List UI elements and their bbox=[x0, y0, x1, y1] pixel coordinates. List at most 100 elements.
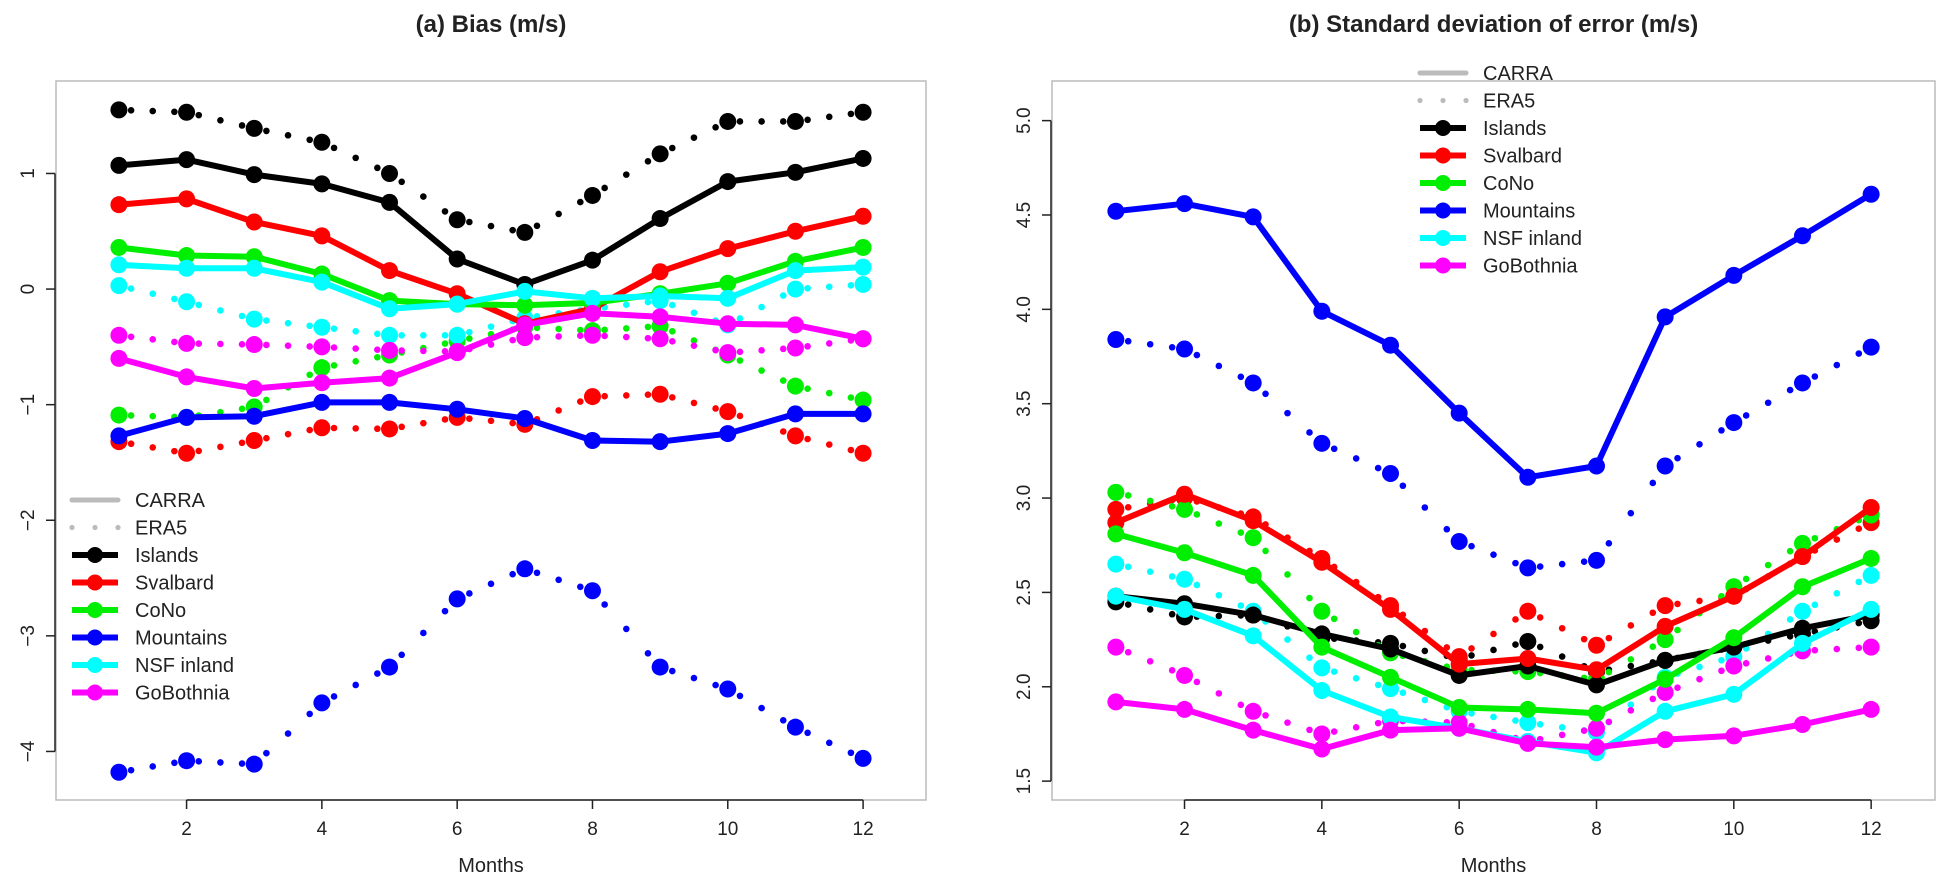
dotted-line-dot bbox=[825, 113, 833, 121]
dotted-line-dot bbox=[1443, 644, 1451, 651]
y-tick-label: 4.0 bbox=[1014, 296, 1035, 322]
dotted-line-dot bbox=[441, 332, 449, 339]
dotted-line-dot bbox=[825, 389, 833, 397]
dotted-line-dot bbox=[601, 184, 608, 192]
dotted-line-dot bbox=[1627, 662, 1635, 670]
dotted-line-dot bbox=[644, 334, 652, 342]
dotted-line-dot bbox=[1146, 606, 1154, 613]
dotted-line-dot bbox=[1696, 675, 1703, 683]
data-point bbox=[1725, 685, 1743, 703]
dotted-line-dot bbox=[263, 127, 270, 135]
data-point bbox=[1519, 632, 1537, 650]
data-point bbox=[854, 238, 872, 256]
data-point bbox=[1587, 719, 1605, 737]
dotted-line-dot bbox=[669, 667, 676, 675]
legend-marker-icon bbox=[87, 602, 103, 618]
data-point bbox=[245, 310, 263, 328]
data-point bbox=[1862, 638, 1880, 656]
y-tick-label: −4 bbox=[18, 740, 39, 762]
legend-dotted-line-icon bbox=[1417, 97, 1423, 104]
dotted-line-dot bbox=[263, 396, 270, 404]
legend-label: Mountains bbox=[1483, 201, 1575, 223]
dotted-line-dot bbox=[1374, 681, 1382, 689]
data-point bbox=[1176, 195, 1194, 213]
dotted-line-dot bbox=[1237, 602, 1245, 609]
dotted-line-dot bbox=[825, 739, 833, 747]
dotted-line-dot bbox=[352, 425, 359, 432]
dotted-line-dot bbox=[736, 118, 744, 125]
legend-marker-icon bbox=[1435, 230, 1451, 246]
x-tick-label: 6 bbox=[1454, 819, 1465, 840]
dotted-line-dot bbox=[1490, 646, 1497, 654]
dotted-line-dot bbox=[195, 758, 203, 765]
legend-label: GoBothnia bbox=[135, 683, 230, 705]
data-point bbox=[583, 388, 601, 406]
dotted-line-dot bbox=[441, 347, 449, 355]
dotted-line-dot bbox=[1306, 654, 1313, 662]
x-tick-label: 8 bbox=[1591, 819, 1602, 840]
dotted-line-dot bbox=[1627, 701, 1635, 708]
data-point bbox=[1862, 700, 1880, 718]
legend-dotted-line-icon bbox=[1440, 97, 1446, 104]
dotted-line-dot bbox=[487, 222, 495, 230]
series-era5-mountains bbox=[110, 560, 872, 781]
panel-b-axes: 2 4 6 8 10 12 1.5 2.0 2.5 3.0 3.5 4.0 4.5 5.0 bbox=[1014, 107, 1882, 840]
data-point bbox=[1313, 302, 1331, 320]
dotted-line-dot bbox=[374, 164, 381, 172]
series-line bbox=[118, 310, 864, 392]
dotted-line-dot bbox=[398, 423, 405, 431]
dotted-line-dot bbox=[1605, 540, 1613, 547]
dotted-line-dot bbox=[441, 416, 449, 423]
dotted-line-dot bbox=[1627, 656, 1635, 663]
dotted-line-dot bbox=[1399, 642, 1407, 650]
data-point bbox=[110, 427, 128, 445]
data-point bbox=[786, 339, 804, 357]
dotted-line-dot bbox=[623, 392, 630, 399]
legend-item-carra: CARRA bbox=[69, 490, 206, 512]
data-point bbox=[1793, 716, 1811, 734]
data-point bbox=[1519, 714, 1537, 732]
data-point bbox=[1107, 483, 1125, 501]
dotted-line-dot bbox=[1696, 663, 1703, 671]
dotted-line-dot bbox=[374, 346, 381, 354]
dotted-line-dot bbox=[1490, 630, 1497, 638]
dotted-line-dot bbox=[1558, 624, 1566, 632]
dotted-line-dot bbox=[736, 412, 744, 420]
dotted-line-dot bbox=[217, 759, 224, 766]
dotted-line-dot bbox=[1124, 337, 1132, 345]
data-point bbox=[110, 256, 128, 274]
dotted-line-dot bbox=[127, 412, 135, 419]
dotted-line-dot bbox=[127, 107, 135, 114]
dotted-line-dot bbox=[420, 332, 427, 339]
data-point bbox=[1862, 566, 1880, 584]
data-point bbox=[245, 119, 263, 137]
dotted-line-dot bbox=[1674, 626, 1681, 634]
data-point bbox=[854, 258, 872, 276]
y-tick-label: 1 bbox=[18, 168, 39, 179]
dotted-line-dot bbox=[804, 385, 811, 392]
dotted-line-dot bbox=[1421, 647, 1429, 655]
dotted-line-dot bbox=[555, 325, 562, 333]
dotted-line-dot bbox=[847, 446, 855, 454]
data-point bbox=[1382, 336, 1400, 354]
data-point bbox=[1656, 731, 1674, 749]
series-carra-islands bbox=[110, 149, 872, 293]
data-point bbox=[1725, 587, 1743, 605]
dotted-line-dot bbox=[238, 760, 246, 767]
dotted-line-dot bbox=[441, 208, 449, 215]
data-point bbox=[516, 316, 534, 334]
dotted-line-dot bbox=[330, 344, 338, 351]
dotted-line-dot bbox=[758, 704, 765, 712]
dotted-line-dot bbox=[779, 428, 787, 435]
dotted-line-dot bbox=[1215, 690, 1223, 697]
data-point bbox=[786, 718, 804, 736]
dotted-line-dot bbox=[1146, 657, 1154, 665]
data-point bbox=[1313, 625, 1331, 643]
dotted-line-dot bbox=[1352, 628, 1360, 636]
dotted-line-dot bbox=[779, 292, 787, 299]
legend-item-era5: ERA5 bbox=[69, 518, 187, 540]
dotted-line-dot bbox=[238, 122, 246, 129]
dotted-line-dot bbox=[1374, 719, 1382, 727]
dotted-line-dot bbox=[1262, 547, 1269, 555]
dotted-line-dot bbox=[1193, 678, 1201, 686]
